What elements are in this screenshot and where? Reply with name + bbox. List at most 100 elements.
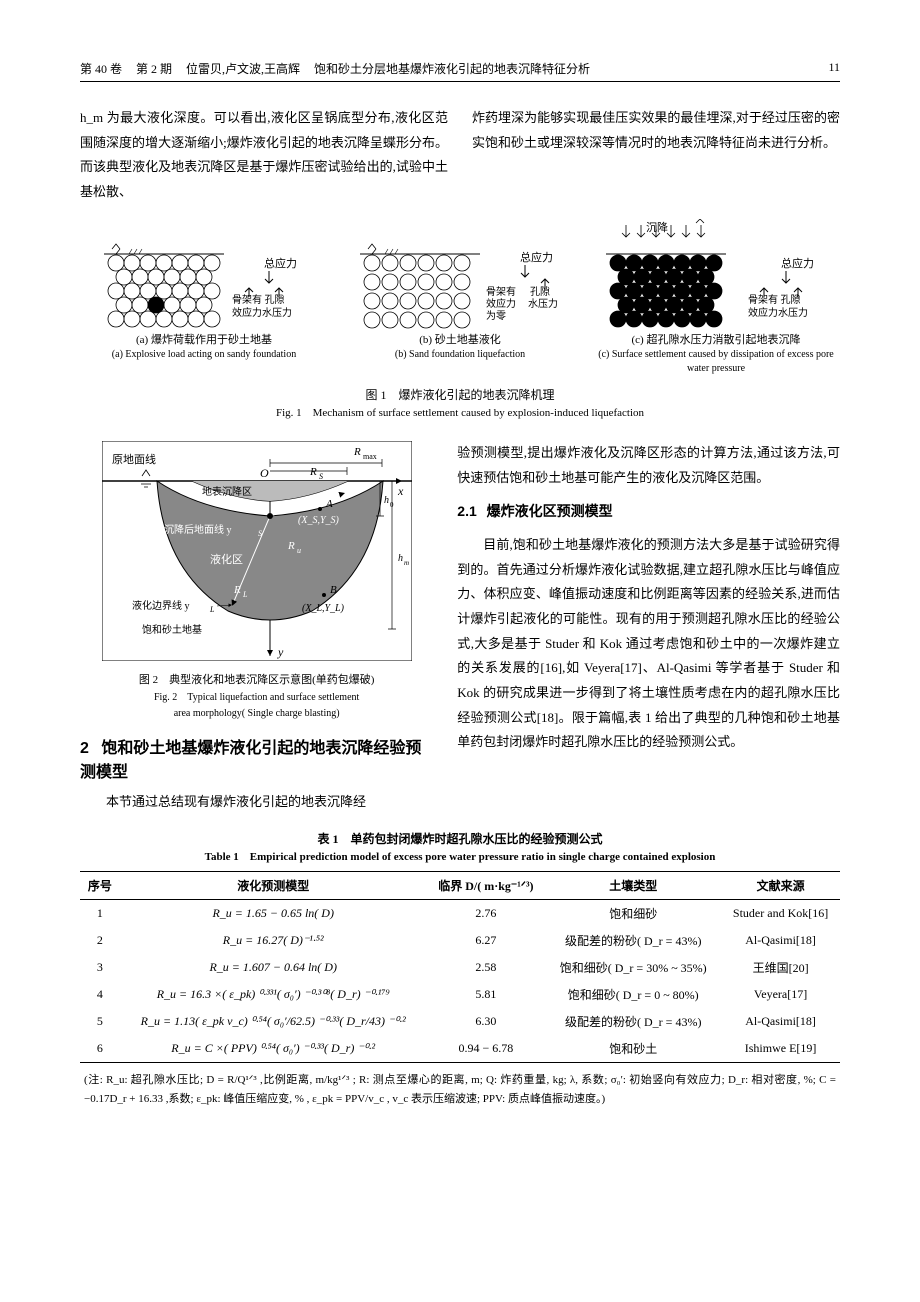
table-1: 序号 液化预测模型 临界 D/( m·kg⁻¹ᐟ³) 土壤类型 文献来源 1R_… <box>80 871 840 1063</box>
svg-text:饱和砂土地基: 饱和砂土地基 <box>142 623 202 636</box>
table-cell: R_u = 16.3 ×( ε_pk) ⁰·³³¹( σ₀′) ⁻⁰·³⁰⁸( … <box>120 981 427 1008</box>
svg-text:效应力水压力: 效应力水压力 <box>232 306 292 319</box>
table-cell: 6 <box>80 1035 120 1063</box>
table-row: 4R_u = 16.3 ×( ε_pk) ⁰·³³¹( σ₀′) ⁻⁰·³⁰⁸(… <box>80 981 840 1008</box>
table1-caption: 表 1 单药包封闭爆炸时超孔隙水压比的经验预测公式 Table 1 Empiri… <box>80 830 840 867</box>
svg-text:R: R <box>287 540 295 552</box>
table-cell: 1 <box>80 899 120 927</box>
svg-text:孔隙: 孔隙 <box>530 285 550 298</box>
table-cell: 3 <box>80 954 120 981</box>
th-2: 临界 D/( m·kg⁻¹ᐟ³) <box>427 871 546 899</box>
fig1a-cap-cn: (a) 爆炸荷载作用于砂土地基 <box>80 333 328 348</box>
th-0: 序号 <box>80 871 120 899</box>
table-cell: R_u = 1.607 − 0.64 ln( D) <box>120 954 427 981</box>
svg-text:h: h <box>398 553 403 564</box>
fig1-panel-a: 总应力 骨架有 孔隙 效应力水压力 (a) 爆炸荷载作用于砂土地基 (a) Ex… <box>80 219 328 376</box>
col-right: 验预测模型,提出爆炸液化及沉降区形态的计算方法,通过该方法,可快速预估饱和砂土地… <box>457 441 840 814</box>
fig1-caption-cn: 图 1 爆炸液化引起的地表沉降机理 <box>80 386 840 405</box>
table-row: 2R_u = 16.27( D)⁻¹·⁵²6.27级配差的粉砂( D_r = 4… <box>80 927 840 954</box>
intro-col-2: 炸药埋深为能够实现最佳压实效果的最佳埋深,对于经过压密的密实饱和砂土或埋深较深等… <box>472 106 840 205</box>
svg-text:m: m <box>404 559 409 567</box>
svg-text:h: h <box>384 495 389 506</box>
svg-text:骨架有 孔隙: 骨架有 孔隙 <box>748 293 801 306</box>
table-cell: 饱和砂土 <box>545 1035 721 1063</box>
svg-text:水压力: 水压力 <box>528 297 558 310</box>
svg-text:效应力水压力: 效应力水压力 <box>748 306 808 319</box>
main-two-col: 原地面线 O x y Rmax RS <box>80 441 840 814</box>
svg-text:x: x <box>397 484 404 498</box>
figure-1: 总应力 骨架有 孔隙 效应力水压力 (a) 爆炸荷载作用于砂土地基 (a) Ex… <box>80 219 840 376</box>
page-header: 第 40 卷 第 2 期 位雷贝,卢文波,王高辉 饱和砂土分层地基爆炸液化引起的… <box>80 60 840 82</box>
table-cell: Studer and Kok[16] <box>721 899 840 927</box>
th-3: 土壤类型 <box>545 871 721 899</box>
table1-caption-cn: 表 1 单药包封闭爆炸时超孔隙水压比的经验预测公式 <box>80 830 840 849</box>
fig1b-cap-cn: (b) 砂土地基液化 <box>336 333 584 348</box>
svg-text:L: L <box>209 605 215 614</box>
th-1: 液化预测模型 <box>120 871 427 899</box>
table-cell: 5.81 <box>427 981 546 1008</box>
svg-text:液化区: 液化区 <box>210 552 243 566</box>
section-2-title: 饱和砂土地基爆炸液化引起的地表沉降经验预测模型 <box>80 740 421 781</box>
table-cell: 级配差的粉砂( D_r = 43%) <box>545 927 721 954</box>
table-cell: R_u = 1.65 − 0.65 ln( D) <box>120 899 427 927</box>
figure-2: 原地面线 O x y Rmax RS <box>80 441 433 722</box>
svg-text:为零: 为零 <box>486 310 506 322</box>
table-cell: Veyera[17] <box>721 981 840 1008</box>
svg-text:S: S <box>319 472 323 481</box>
table-cell: 6.30 <box>427 1008 546 1035</box>
section-2-num: 2 <box>80 740 89 757</box>
intro-col-1: h_m 为最大液化深度。可以看出,液化区呈锅底型分布,液化区范围随深度的增大逐渐… <box>80 106 448 205</box>
svg-text:骨架有 孔隙: 骨架有 孔隙 <box>232 293 285 306</box>
table-cell: 2.76 <box>427 899 546 927</box>
svg-text:液化边界线 y: 液化边界线 y <box>132 599 190 612</box>
fig2-caption-en1: Fig. 2 Typical liquefaction and surface … <box>80 690 433 706</box>
table-cell: 级配差的粉砂( D_r = 43%) <box>545 1008 721 1035</box>
header-vol: 第 40 卷 <box>80 60 122 77</box>
fig1-caption-en: Fig. 1 Mechanism of surface settlement c… <box>80 405 840 423</box>
page-number: 11 <box>828 60 840 77</box>
right-p2: 目前,饱和砂土地基爆炸液化的预测方法大多是基于试验研究得到的。首先通过分析爆炸液… <box>457 533 840 755</box>
svg-text:R: R <box>353 446 361 458</box>
svg-text:L: L <box>242 590 248 599</box>
table-cell: Al-Qasimi[18] <box>721 1008 840 1035</box>
svg-text:0: 0 <box>390 501 394 509</box>
subsection-21: 2.1 爆炸液化区预测模型 <box>457 498 840 525</box>
right-p1: 验预测模型,提出爆炸液化及沉降区形态的计算方法,通过该方法,可快速预估饱和砂土地… <box>457 441 840 490</box>
svg-text:A: A <box>325 498 333 510</box>
table1-caption-en: Table 1 Empirical prediction model of ex… <box>80 849 840 867</box>
svg-text:O: O <box>260 466 269 480</box>
svg-text:总应力: 总应力 <box>520 250 553 264</box>
svg-text:原地面线: 原地面线 <box>112 452 156 466</box>
svg-text:总应力: 总应力 <box>781 256 814 270</box>
sub-title-text: 爆炸液化区预测模型 <box>487 503 613 519</box>
svg-text:骨架有: 骨架有 <box>486 285 516 298</box>
section-2-heading: 2 饱和砂土地基爆炸液化引起的地表沉降经验预测模型 <box>80 734 433 782</box>
table-cell: R_u = 1.13( ε_pk v_c) ⁰·⁵⁴( σ₀′/62.5) ⁻⁰… <box>120 1008 427 1035</box>
header-title: 饱和砂土分层地基爆炸液化引起的地表沉降特征分析 <box>314 60 590 77</box>
table-row: 6R_u = C ×( PPV) ⁰·⁵⁴( σ₀′) ⁻⁰·³³( D_r) … <box>80 1035 840 1063</box>
fig2-caption-en2: area morphology( Single charge blasting) <box>80 706 433 722</box>
svg-text:u: u <box>297 546 301 555</box>
intro-columns: h_m 为最大液化深度。可以看出,液化区呈锅底型分布,液化区范围随深度的增大逐渐… <box>80 106 840 205</box>
table-cell: 0.94 − 6.78 <box>427 1035 546 1063</box>
fig1-panel-c: 沉降 总应力 骨架有 孔隙 效应力水压力 <box>592 219 840 376</box>
table-cell: 饱和细砂( D_r = 0 ~ 80%) <box>545 981 721 1008</box>
fig1c-cap-en: (c) Surface settlement caused by dissipa… <box>592 348 840 376</box>
table-cell: 2 <box>80 927 120 954</box>
sub-num: 2.1 <box>457 503 476 519</box>
table-cell: Al-Qasimi[18] <box>721 927 840 954</box>
table-cell: R_u = 16.27( D)⁻¹·⁵² <box>120 927 427 954</box>
fig1c-cap-cn: (c) 超孔隙水压力消散引起地表沉降 <box>592 333 840 348</box>
table-cell: Ishimwe E[19] <box>721 1035 840 1063</box>
svg-text:沉降: 沉降 <box>646 220 668 234</box>
header-issue: 第 2 期 <box>136 60 172 77</box>
table-cell: 饱和细砂( D_r = 30% ~ 35%) <box>545 954 721 981</box>
table-cell: 2.58 <box>427 954 546 981</box>
fig1-caption: 图 1 爆炸液化引起的地表沉降机理 Fig. 1 Mechanism of su… <box>80 386 840 423</box>
fig2-caption-cn: 图 2 典型液化和地表沉降区示意图(单药包爆破) <box>80 672 433 690</box>
table-row: 3R_u = 1.607 − 0.64 ln( D)2.58饱和细砂( D_r … <box>80 954 840 981</box>
svg-text:y: y <box>277 645 284 659</box>
fig1b-cap-en: (b) Sand foundation liquefaction <box>336 348 584 362</box>
svg-text:(X_L,Y_L): (X_L,Y_L) <box>302 603 345 614</box>
svg-text:B: B <box>330 584 337 596</box>
